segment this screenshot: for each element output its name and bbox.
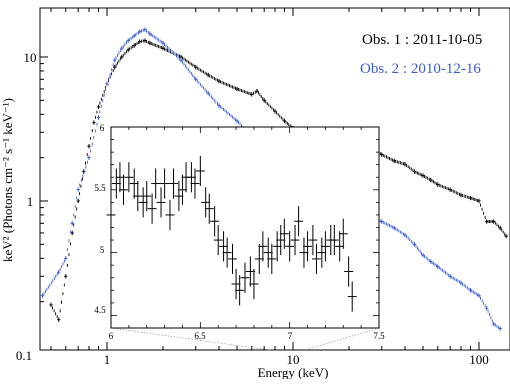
zoom-guide-right: [304, 327, 380, 351]
y-axis-label: keV² (Photons cm⁻² s⁻¹ keV⁻¹): [0, 98, 15, 262]
x-tick-label-100: 100: [469, 352, 489, 367]
inset-plot-frame: [110, 126, 380, 329]
inset-y-tick-5: 5: [100, 245, 105, 255]
inset-y-tick-5p5: 5.5: [94, 183, 106, 193]
x-tick-label-1: 1: [104, 352, 111, 367]
zoom-guide-left: [110, 327, 271, 351]
legend-obs1: Obs. 1 : 2011-10-05: [362, 32, 482, 48]
inset-y-tick-6: 6: [100, 123, 105, 133]
inset-x-tick-7p5: 7.5: [373, 331, 385, 341]
inset-x-tick-6: 6: [109, 331, 114, 341]
inset-series-points: [106, 155, 357, 312]
inset-y-tick-4p5: 4.5: [94, 305, 106, 315]
x-axis-label: Energy (keV): [258, 365, 329, 379]
x-tick-label-10: 10: [287, 352, 300, 367]
y-tick-label-1: 1: [27, 194, 34, 209]
main-axis-ticks: [40, 8, 480, 350]
inset-x-tick-7: 7: [288, 331, 293, 341]
inset-x-tick-6p5: 6.5: [194, 331, 206, 341]
y-tick-label-10: 10: [24, 50, 37, 65]
inset-axis-ticks: [110, 126, 380, 328]
legend-obs2: Obs. 2 : 2010-12-16: [360, 61, 481, 77]
y-tick-label-0p1: 0.1: [16, 348, 32, 363]
